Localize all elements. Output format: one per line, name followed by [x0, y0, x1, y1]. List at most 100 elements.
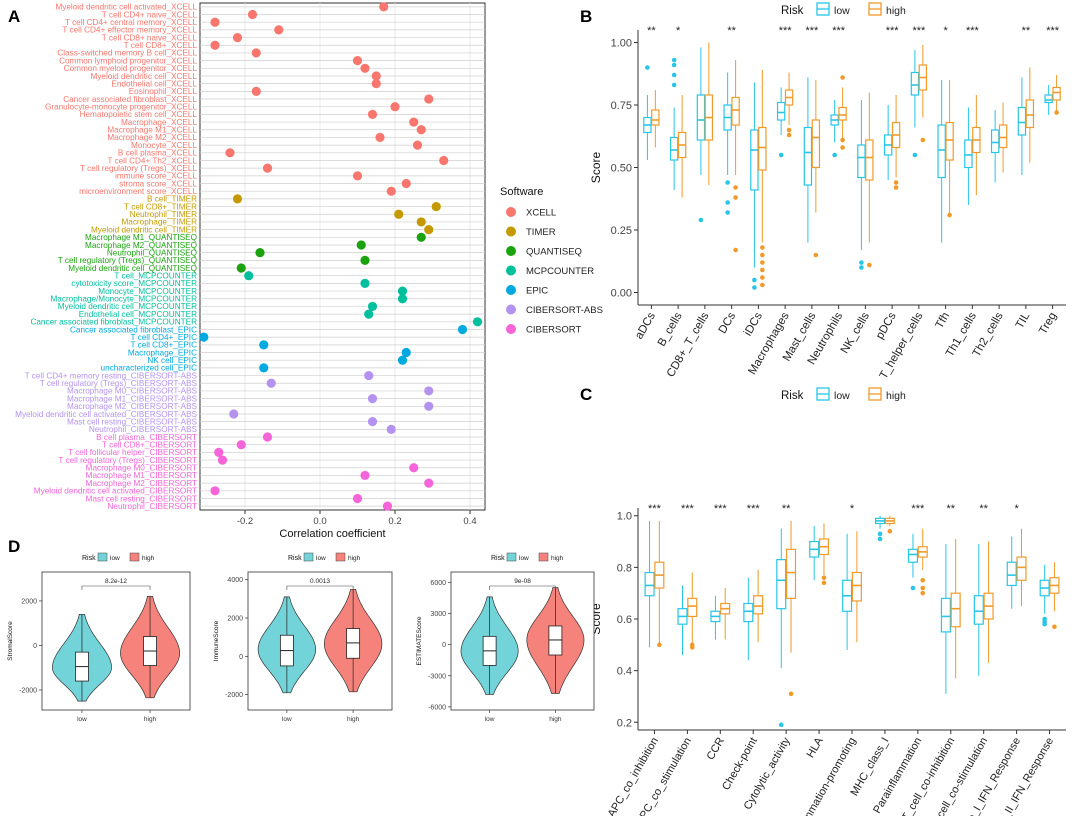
box-body	[910, 71, 920, 96]
row-label-a: Common lymphoid progenitor_XCELL	[59, 56, 197, 65]
outlier-point	[725, 200, 730, 205]
x-tick-label: Treg	[1037, 311, 1059, 337]
row-label-a: Macrophage M2_CIBERSORT-ABS	[67, 402, 198, 411]
legend-label-a: EPIC	[526, 286, 548, 297]
point-a	[371, 71, 381, 81]
box-body	[785, 548, 797, 599]
point-a	[379, 2, 389, 12]
box-high	[758, 70, 767, 288]
box-low	[643, 65, 652, 160]
y-tick-label-d: -2000	[225, 692, 243, 699]
outlier-point	[1052, 624, 1057, 630]
box-low	[1039, 564, 1050, 627]
row-label-a: Myeloid dendritic cell_TIMER	[91, 225, 197, 234]
row-label-a: uncharacterized cell_EPIC	[101, 364, 198, 373]
point-a	[371, 79, 381, 89]
box-low	[907, 533, 919, 591]
legend-label-d: low	[519, 555, 529, 562]
point-a	[360, 278, 370, 288]
box-low	[973, 544, 984, 676]
box-body	[964, 139, 973, 169]
legend-label: low	[834, 5, 850, 17]
row-label-a: microenvironment score_XCELL	[79, 187, 197, 196]
x-tick-label: CCR	[705, 735, 727, 762]
row-label-a: T cell follicular helper_CIBERSORT	[68, 448, 197, 457]
significance-mark: **	[782, 503, 791, 515]
row-label-a: Macrophage M0_CIBERSORT	[86, 464, 197, 473]
box-high	[1025, 67, 1035, 163]
row-label-a: Neutrophil_TIMER	[130, 210, 197, 219]
box-high	[838, 75, 847, 150]
pvalue-label: 9e-08	[514, 578, 531, 585]
significance-mark: **	[979, 503, 988, 515]
legend-swatch-a	[506, 246, 516, 256]
row-label-a: Macrophage_EPIC	[128, 348, 197, 357]
y-tick-label: 0.75	[611, 100, 632, 112]
row-label-a: Myeloid dendritic cell_XCELL	[91, 72, 198, 81]
x-tick-label-d: high	[549, 716, 562, 723]
outlier-point	[671, 57, 677, 63]
row-label-a: T cell regulatory (Tregs)_QUANTISEQ	[58, 256, 197, 265]
point-a	[352, 171, 363, 181]
point-a	[367, 109, 378, 119]
point-a	[386, 186, 396, 196]
legend-title-d: Risk	[288, 555, 302, 562]
significance-mark: *	[943, 25, 948, 37]
significance-mark: **	[647, 25, 656, 37]
box-body	[776, 559, 787, 610]
outlier-point	[760, 260, 765, 265]
point-a	[390, 102, 400, 112]
box-high	[677, 95, 687, 198]
legend-label-d: low	[110, 555, 120, 562]
box-body	[940, 597, 951, 633]
legend-swatch-d	[303, 552, 314, 562]
box-high	[884, 515, 895, 534]
legend-label-d: high	[348, 555, 361, 562]
legend-label-d: high	[551, 555, 564, 562]
legend-label-a: TIMER	[526, 227, 556, 238]
box-body	[1017, 106, 1027, 136]
box-low	[776, 87, 786, 158]
row-label-a: Macrophage M1_XCELL	[107, 126, 197, 135]
point-a	[229, 409, 239, 419]
row-label-a: Myeloid dendritic cell_QUANTISEQ	[68, 264, 197, 273]
legend-label: low	[834, 390, 850, 402]
x-tick-label-d: high	[144, 716, 157, 723]
box-body	[644, 571, 655, 597]
box-high	[811, 80, 821, 258]
significance-mark: **	[1022, 25, 1031, 37]
legend-swatch-d	[97, 552, 108, 562]
box-high	[891, 95, 901, 190]
point-a	[409, 117, 419, 127]
box-body	[937, 124, 946, 179]
point-a	[259, 340, 269, 350]
outlier-point	[947, 212, 952, 218]
row-label-a: immune score_XCELL	[115, 172, 197, 181]
row-label-a: T cell CD4+ effector memory_XCELL	[62, 26, 197, 35]
box-body	[1006, 561, 1017, 587]
point-a	[424, 225, 434, 235]
point-a	[352, 56, 363, 66]
box-low	[1006, 536, 1017, 609]
row-label-a: Cancer associated fibroblast_EPIC	[70, 325, 197, 334]
point-a	[262, 163, 273, 173]
legend-label-a: CIBERSORT-ABS	[526, 305, 603, 316]
row-label-a: Macrophage M2_XCELL	[107, 133, 197, 142]
box-low	[750, 82, 759, 290]
y-tick-label-d: 0	[239, 654, 243, 661]
box-body	[950, 592, 961, 628]
row-label-a: T cell regulatory (Tregs)_XCELL	[80, 164, 197, 173]
row-label-a: Macrophage M1_QUANTISEQ	[85, 233, 197, 242]
x-tick-label-a: 0.4	[463, 516, 476, 527]
legend-title: Risk	[781, 5, 804, 17]
outlier-point	[760, 282, 765, 288]
point-a	[416, 232, 426, 242]
row-label-a: Neutrophil_CIBERSORT-ABS	[89, 425, 198, 434]
outlier-point	[840, 145, 845, 150]
outlier-point	[840, 75, 845, 80]
box-low	[776, 528, 787, 728]
x-tick-label-d: low	[282, 716, 292, 723]
point-a	[409, 463, 419, 473]
outlier-point	[760, 245, 765, 250]
y-tick-label: 0.00	[611, 288, 632, 300]
